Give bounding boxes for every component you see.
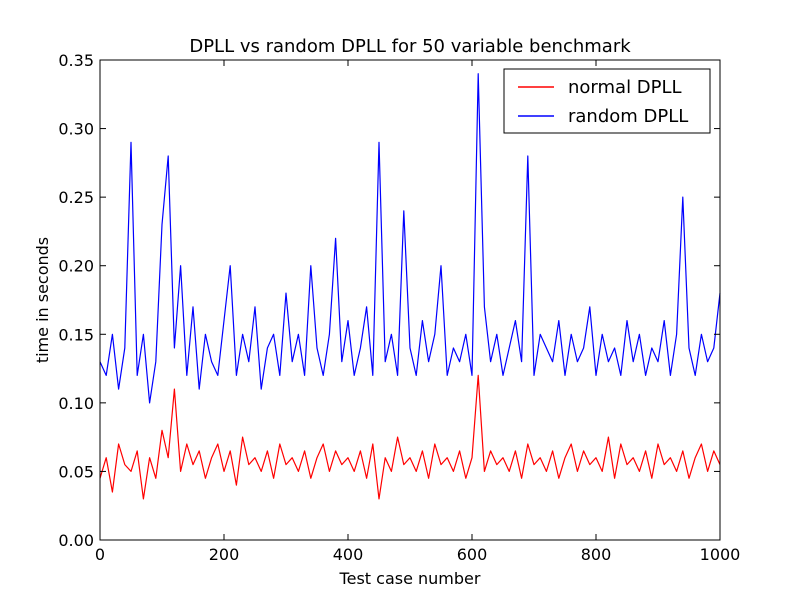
x-tick-label: 0 (95, 545, 105, 564)
y-tick-label: 0.15 (58, 325, 94, 344)
y-tick-label: 0.20 (58, 257, 94, 276)
y-tick-label: 0.35 (58, 51, 94, 70)
legend-label-normal-dpll: normal DPLL (568, 77, 682, 98)
legend-label-random-dpll: random DPLL (568, 106, 688, 127)
y-tick-label: 0.05 (58, 462, 94, 481)
axis-ticks: 0 200 400 600 800 1000 0.00 0.05 0.10 0.15 0.20 0.2… (58, 51, 740, 564)
x-tick-label: 800 (581, 545, 612, 564)
x-tick-label: 400 (333, 545, 364, 564)
legend-box (503, 68, 711, 134)
series-line-random-dpll (99, 73, 721, 404)
x-axis-label: Test case number (339, 569, 481, 588)
series-line-normal-dpll (99, 374, 721, 500)
x-tick-label: 200 (209, 545, 240, 564)
y-tick-label: 0.00 (58, 531, 94, 550)
y-tick-label: 0.25 (58, 188, 94, 207)
y-tick-label: 0.30 (58, 120, 94, 139)
plot-area-frame (99, 59, 721, 541)
legend: normal DPLL random DPLL (503, 68, 711, 134)
y-axis-label: time in seconds (33, 237, 52, 363)
y-tick-label: 0.10 (58, 394, 94, 413)
chart-title: DPLL vs random DPLL for 50 variable benc… (189, 36, 631, 57)
x-tick-label: 1000 (700, 545, 741, 564)
series-layer (99, 73, 721, 500)
x-tick-label: 600 (457, 545, 488, 564)
